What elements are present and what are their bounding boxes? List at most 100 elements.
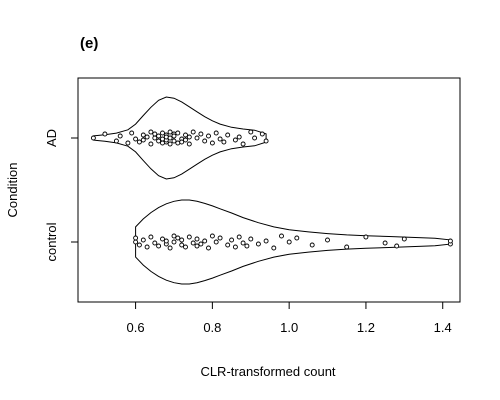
x-axis-title: CLR-transformed count	[200, 364, 335, 379]
data-point-control	[394, 243, 400, 249]
data-point-control	[133, 239, 139, 245]
data-point-control	[171, 233, 177, 239]
data-point-AD	[225, 132, 231, 138]
data-point-control	[401, 236, 407, 242]
data-point-control	[198, 241, 204, 247]
data-point-control	[344, 244, 350, 250]
data-point-AD	[148, 129, 154, 135]
data-point-control	[148, 234, 154, 240]
data-point-control	[167, 245, 173, 251]
data-point-control	[248, 236, 254, 242]
data-point-AD	[236, 134, 242, 140]
data-point-AD	[156, 138, 162, 144]
data-point-control	[263, 238, 269, 244]
data-point-AD	[240, 141, 246, 147]
data-point-control	[240, 240, 246, 246]
data-point-AD	[194, 135, 200, 141]
plot-frame	[77, 77, 461, 303]
points-layer	[90, 129, 453, 251]
data-point-control	[144, 244, 150, 250]
data-point-control	[133, 235, 139, 241]
data-point-AD	[140, 132, 146, 138]
data-point-control	[236, 234, 242, 240]
data-point-AD	[175, 140, 181, 146]
data-point-AD	[152, 135, 158, 141]
data-point-AD	[140, 137, 146, 143]
data-point-control	[447, 238, 453, 244]
data-point-control	[209, 233, 215, 239]
data-point-AD	[217, 136, 223, 142]
data-point-AD	[183, 137, 188, 143]
data-point-AD	[209, 140, 215, 146]
data-point-control	[363, 234, 369, 240]
data-point-control	[183, 244, 188, 250]
data-point-AD	[186, 134, 192, 140]
data-point-control	[190, 240, 196, 246]
data-point-control	[175, 235, 181, 241]
data-point-AD	[102, 131, 108, 137]
x-tick-label: 1.2	[357, 320, 375, 335]
data-point-AD	[190, 129, 196, 135]
data-point-control	[171, 239, 177, 245]
data-point-AD	[167, 141, 173, 147]
data-point-control	[194, 243, 200, 249]
data-point-AD	[206, 133, 211, 139]
data-point-control	[232, 244, 238, 250]
data-point-AD	[259, 131, 265, 137]
violin-layer	[92, 96, 451, 285]
data-point-AD	[171, 138, 177, 144]
data-point-control	[244, 243, 250, 249]
data-point-AD	[183, 132, 188, 138]
data-point-AD	[90, 135, 96, 141]
data-point-AD	[160, 130, 165, 136]
y-tick-label-control: control	[44, 222, 59, 261]
data-point-control	[225, 242, 231, 248]
panel-label: (e)	[80, 35, 98, 52]
data-point-control	[140, 237, 146, 243]
data-point-AD	[186, 141, 192, 147]
data-point-AD	[175, 130, 181, 136]
data-point-control	[194, 236, 200, 242]
data-point-control	[179, 242, 185, 248]
data-point-AD	[198, 131, 204, 137]
data-point-AD	[221, 139, 227, 145]
data-point-AD	[133, 136, 139, 142]
x-tick-label: 0.8	[203, 320, 221, 335]
data-point-control	[136, 242, 142, 248]
data-point-AD	[125, 140, 131, 146]
data-point-AD	[129, 130, 135, 136]
data-point-AD	[213, 130, 219, 136]
y-tick-label-AD: AD	[44, 129, 59, 147]
data-point-AD	[152, 131, 158, 137]
data-point-control	[279, 233, 284, 239]
data-point-AD	[179, 139, 185, 145]
x-tick-label: 1.0	[280, 320, 298, 335]
data-point-control	[271, 245, 277, 251]
data-point-AD	[232, 137, 238, 143]
data-point-AD	[248, 129, 254, 135]
data-point-AD	[167, 135, 173, 141]
data-point-AD	[156, 133, 162, 139]
data-point-AD	[171, 133, 177, 139]
data-point-control	[309, 242, 315, 248]
data-point-AD	[167, 129, 173, 135]
y-axis-title: Condition	[5, 163, 20, 218]
x-tick-label: 0.6	[127, 320, 145, 335]
data-point-control	[229, 237, 235, 243]
data-point-control	[163, 238, 169, 244]
data-point-AD	[113, 138, 119, 144]
data-point-AD	[136, 139, 142, 145]
data-point-control	[202, 238, 208, 244]
data-point-control	[325, 237, 330, 243]
data-point-control	[152, 240, 158, 246]
x-tick-label: 1.4	[434, 320, 452, 335]
data-point-control	[382, 240, 388, 246]
data-point-AD	[263, 138, 269, 144]
data-point-AD	[202, 138, 208, 144]
data-point-control	[186, 234, 192, 240]
data-point-control	[160, 236, 165, 242]
data-point-AD	[117, 133, 123, 139]
data-point-AD	[252, 135, 258, 141]
x-axis: 0.6 0.8 1.0 1.2 1.4	[127, 301, 452, 335]
